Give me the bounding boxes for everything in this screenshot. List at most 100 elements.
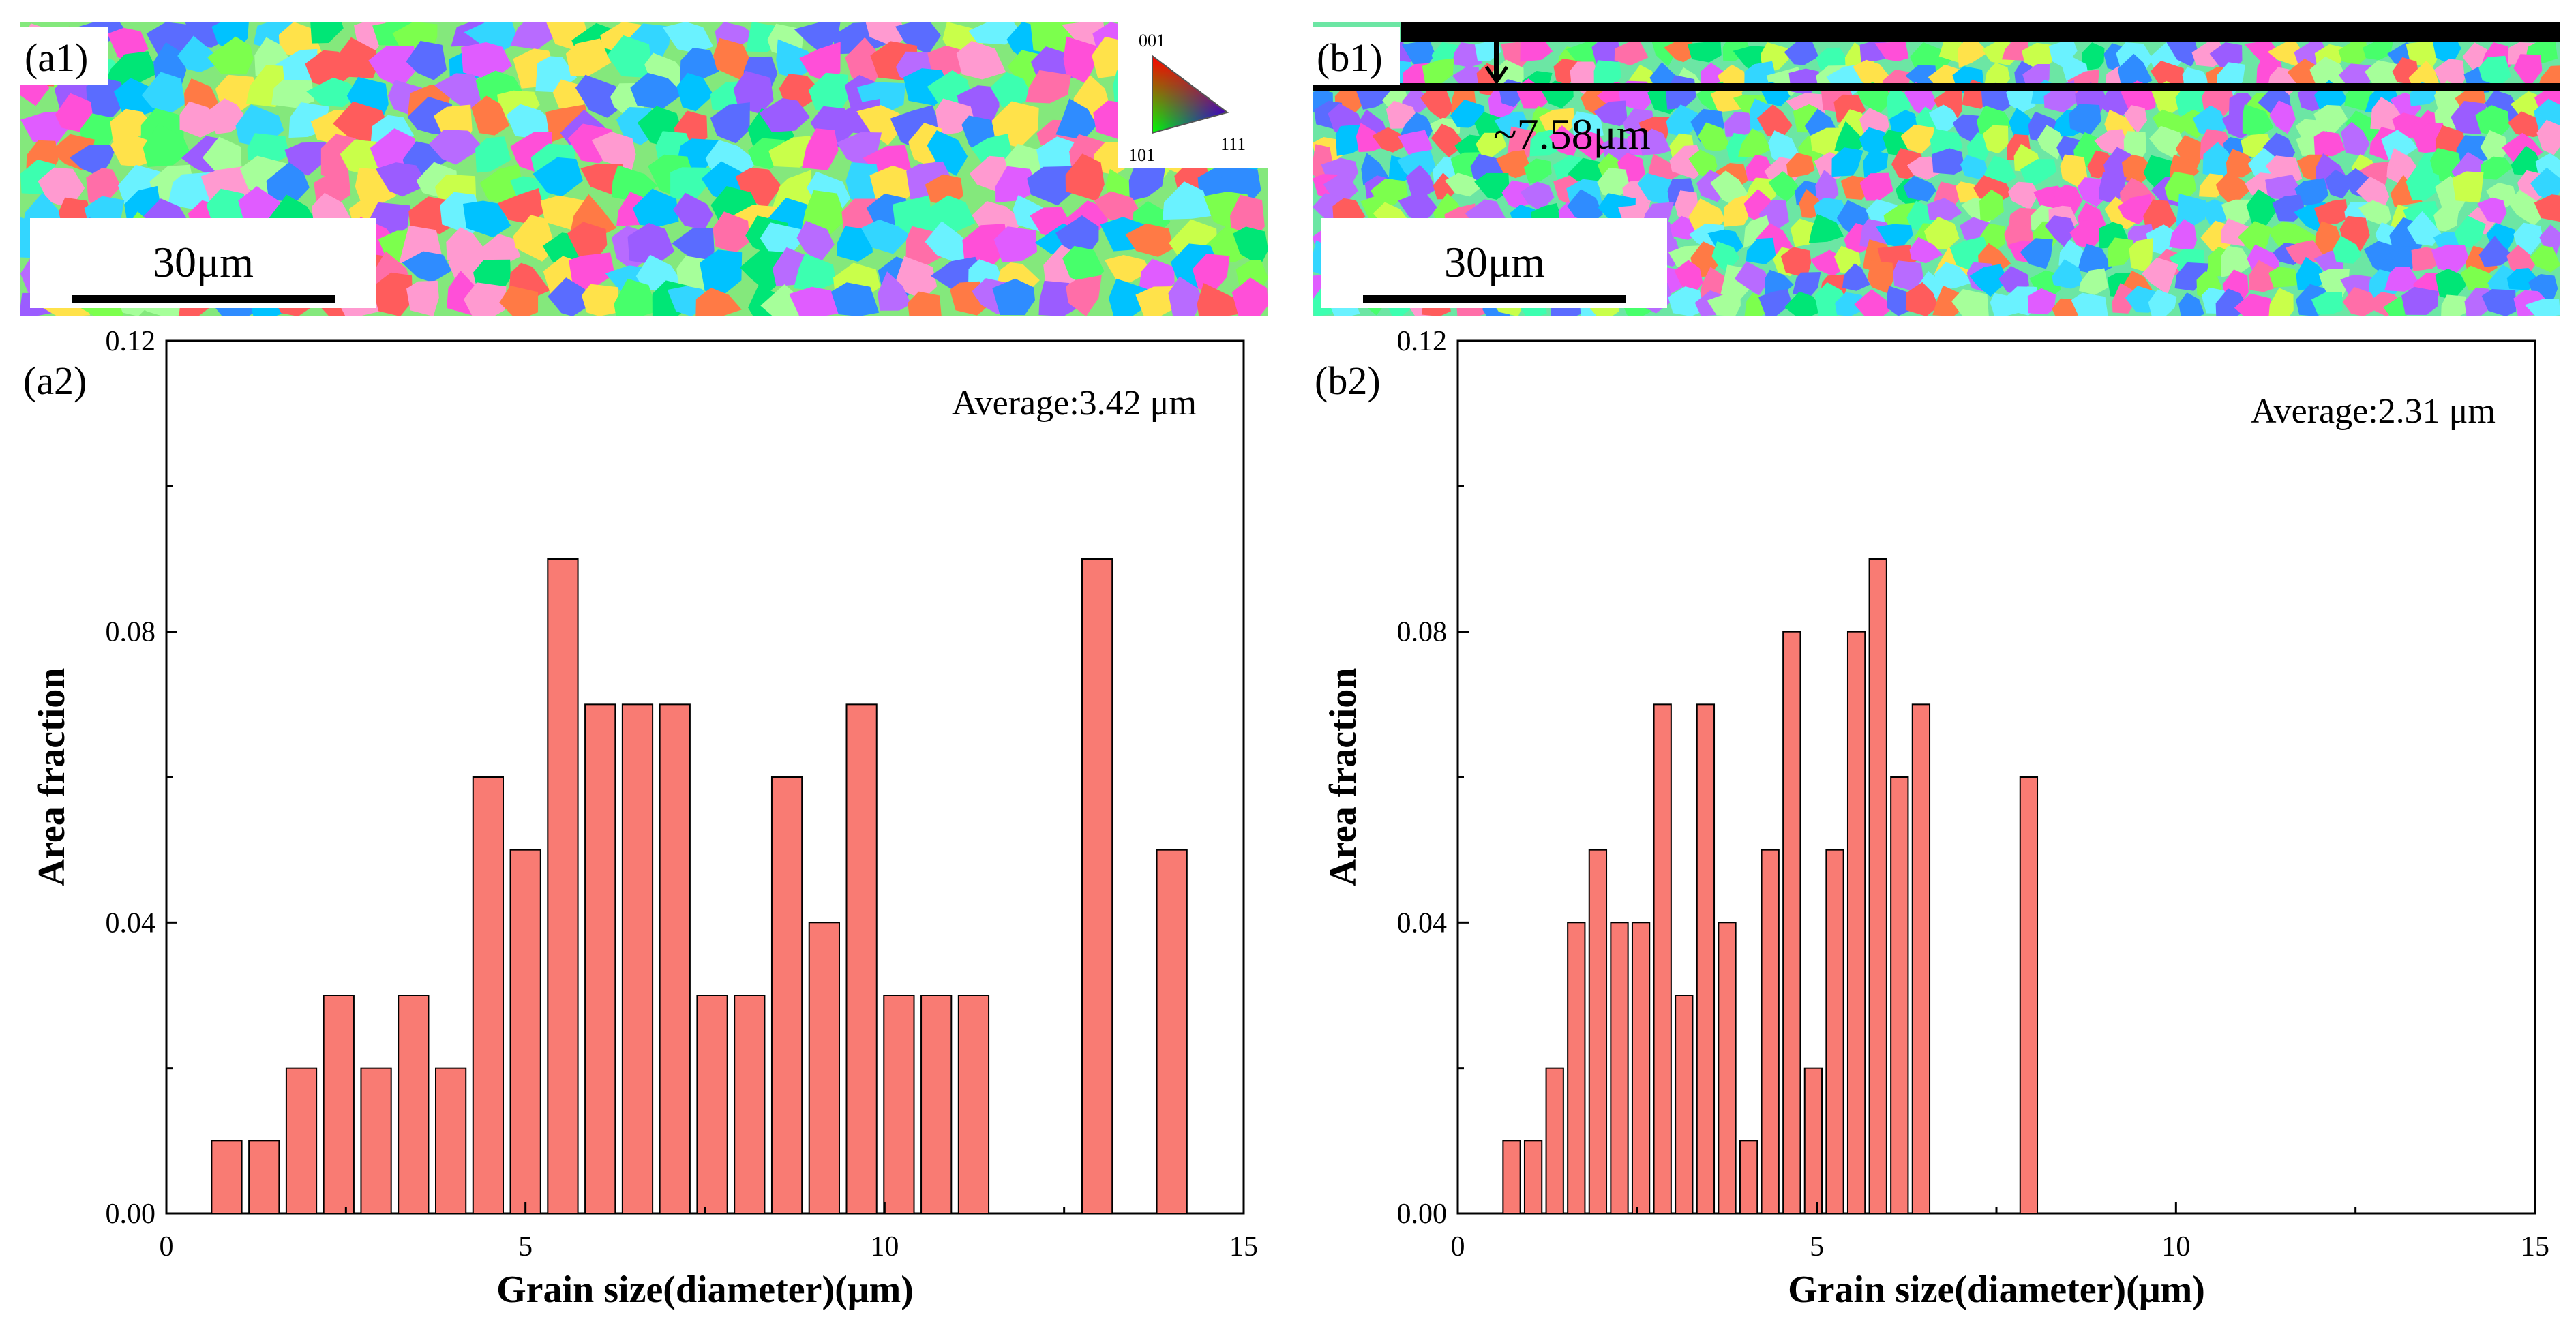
histogram-b-y-axis: 0.00 0.04 0.08 0.12 bbox=[1397, 326, 1469, 1230]
ebsd-map-b-grain bbox=[2052, 184, 2083, 217]
histogram-a-y-tick-label: 0.08 bbox=[106, 617, 156, 648]
ebsd-map-b-grain bbox=[1710, 86, 1747, 112]
histogram-a-panel-label: (a2) bbox=[23, 359, 87, 403]
ebsd-map-b-grain bbox=[1637, 172, 1677, 205]
ebsd-map-b-grain bbox=[2475, 105, 2510, 138]
ebsd-map-a-grain bbox=[310, 22, 344, 44]
ebsd-map-b-grain bbox=[2530, 167, 2560, 203]
histogram-a-x-axis: 0 5 10 15 bbox=[160, 1202, 1258, 1262]
histogram-b-y-tick-label: 0.12 bbox=[1397, 326, 1448, 357]
ebsd-map-a-grain bbox=[673, 192, 713, 230]
histogram-a: 0.00 0.04 0.08 0.12 0 5 10 15 (a2) Average:3.4… bbox=[23, 326, 1258, 1311]
ebsd-map-a-grain bbox=[477, 234, 521, 262]
ebsd-map-b-grain bbox=[1452, 42, 1482, 67]
ebsd-map-b-grain bbox=[2513, 54, 2543, 88]
ebsd-map-b-grain bbox=[1664, 42, 1695, 63]
ebsd-map-a-grain bbox=[143, 123, 190, 167]
ebsd-map-a-grain bbox=[1066, 275, 1102, 316]
ebsd-map-b-grain bbox=[2117, 53, 2153, 89]
ebsd-map-a-grain bbox=[808, 72, 850, 118]
ebsd-map-b-grain bbox=[1853, 59, 1891, 91]
ebsd-map-a-grain bbox=[865, 22, 907, 48]
ebsd-map-b-grain bbox=[2146, 224, 2177, 256]
histogram-b-bar bbox=[1567, 922, 1586, 1215]
ebsd-map-a-grain bbox=[789, 286, 840, 316]
ebsd-map-a-grain bbox=[672, 228, 715, 269]
ebsd-map-b-grain bbox=[1474, 172, 1510, 200]
ebsd-map-a-grain bbox=[760, 284, 806, 316]
histogram-a-bar bbox=[734, 995, 766, 1214]
ebsd-map-a-grain bbox=[1233, 226, 1268, 267]
ebsd-map-a-grain bbox=[38, 167, 85, 209]
ebsd-map-b-grain bbox=[2314, 199, 2349, 226]
ebsd-map-b-grain bbox=[2176, 194, 2206, 228]
ebsd-map-b-grain bbox=[2478, 55, 2511, 87]
ebsd-map-a-grain bbox=[908, 291, 942, 316]
ebsd-map-a-grain bbox=[845, 37, 885, 87]
ebsd-map-b-grain bbox=[2221, 245, 2253, 277]
histogram-b-bar bbox=[1545, 1067, 1564, 1214]
ebsd-map-a-grain bbox=[893, 195, 932, 237]
ebsd-map-b-grain bbox=[2386, 246, 2418, 275]
ebsd-map-a-grain bbox=[271, 80, 315, 108]
ebsd-map-b-layer-thickness-label: ~7.58μm bbox=[1493, 110, 1651, 158]
ebsd-map-b-grain bbox=[1768, 130, 1800, 166]
ebsd-map-b-grain bbox=[1815, 170, 1839, 206]
ebsd-map-b-grain bbox=[2001, 42, 2030, 61]
ebsd-map-a-grain bbox=[632, 188, 679, 227]
ebsd-map-a-grain bbox=[830, 282, 880, 316]
ebsd-map-a-grain bbox=[20, 111, 70, 145]
ebsd-map-b-scale-bar bbox=[1363, 295, 1626, 303]
ebsd-map-b-grain bbox=[2166, 42, 2199, 67]
histogram-a-bar bbox=[845, 703, 878, 1215]
histogram-b-bar bbox=[1846, 631, 1866, 1214]
ebsd-map-b-grain bbox=[2480, 130, 2508, 166]
ebsd-map-b-grain bbox=[1520, 181, 1555, 212]
ebsd-map-b-grain bbox=[2020, 238, 2053, 269]
ebsd-map-b-grain bbox=[2363, 42, 2393, 61]
ebsd-map-b-grain bbox=[2294, 178, 2329, 208]
ebsd-map-a-grain bbox=[471, 95, 509, 136]
ebsd-map-b-grain bbox=[1332, 198, 1366, 224]
ebsd-map-b-grain bbox=[1496, 150, 1533, 179]
histogram-a-bar bbox=[323, 995, 355, 1214]
ebsd-map-b-grain bbox=[1958, 42, 1989, 68]
ebsd-map-b-grain bbox=[1597, 168, 1631, 198]
ebsd-map-b-grain bbox=[1903, 175, 1936, 202]
ebsd-map-b-grain bbox=[2506, 245, 2536, 275]
ebsd-map-b-grain bbox=[2078, 268, 2109, 295]
ebsd-map-b-grain bbox=[1909, 237, 1943, 264]
ipf-color-key: 001 101 111 bbox=[1118, 22, 1268, 168]
histogram-a-y-tick-label: 0.04 bbox=[106, 907, 156, 939]
ebsd-map-b-grain bbox=[2099, 172, 2127, 205]
ebsd-map-a-grain bbox=[845, 162, 881, 207]
ebsd-map-a-grain bbox=[630, 72, 683, 110]
histogram-b-x-axis: 0 5 10 15 bbox=[1451, 1202, 2549, 1262]
ebsd-map-a-grain bbox=[569, 252, 615, 291]
histogram-b-bars bbox=[1502, 558, 2039, 1215]
ebsd-map-b-grain bbox=[2108, 237, 2134, 267]
histogram-a-y-axis: 0.00 0.04 0.08 0.12 bbox=[106, 326, 177, 1230]
ebsd-map-b-grain bbox=[2142, 257, 2178, 295]
histogram-b-bar bbox=[1523, 1140, 1543, 1215]
ebsd-map-b-grain bbox=[1984, 62, 2010, 89]
ebsd-map-b-grain bbox=[2044, 215, 2077, 247]
ebsd-map-b-grain bbox=[1356, 123, 1386, 153]
ebsd-map-a-grain bbox=[1192, 254, 1230, 291]
ebsd-map-b-grain bbox=[2452, 171, 2484, 203]
histogram-a-bar bbox=[770, 776, 803, 1214]
ebsd-map-b-grain bbox=[1734, 261, 1769, 296]
histogram-b-bar bbox=[1739, 1140, 1758, 1215]
ebsd-map-b-grain bbox=[2175, 85, 2206, 121]
ebsd-map-a-grain bbox=[993, 226, 1037, 262]
ebsd-map-a-grain bbox=[1168, 276, 1203, 316]
ebsd-map-a-grain bbox=[499, 286, 539, 316]
ebsd-map-b-label: (b1) bbox=[1317, 35, 1383, 80]
histogram-a-bar bbox=[398, 995, 430, 1214]
ebsd-map-b-grain bbox=[2248, 260, 2278, 292]
histogram-b-bar bbox=[1610, 922, 1629, 1215]
ebsd-map-b-grain bbox=[1674, 260, 1703, 297]
ebsd-map-b-grain bbox=[2311, 292, 2343, 315]
ebsd-map-b-grain bbox=[2477, 197, 2507, 224]
